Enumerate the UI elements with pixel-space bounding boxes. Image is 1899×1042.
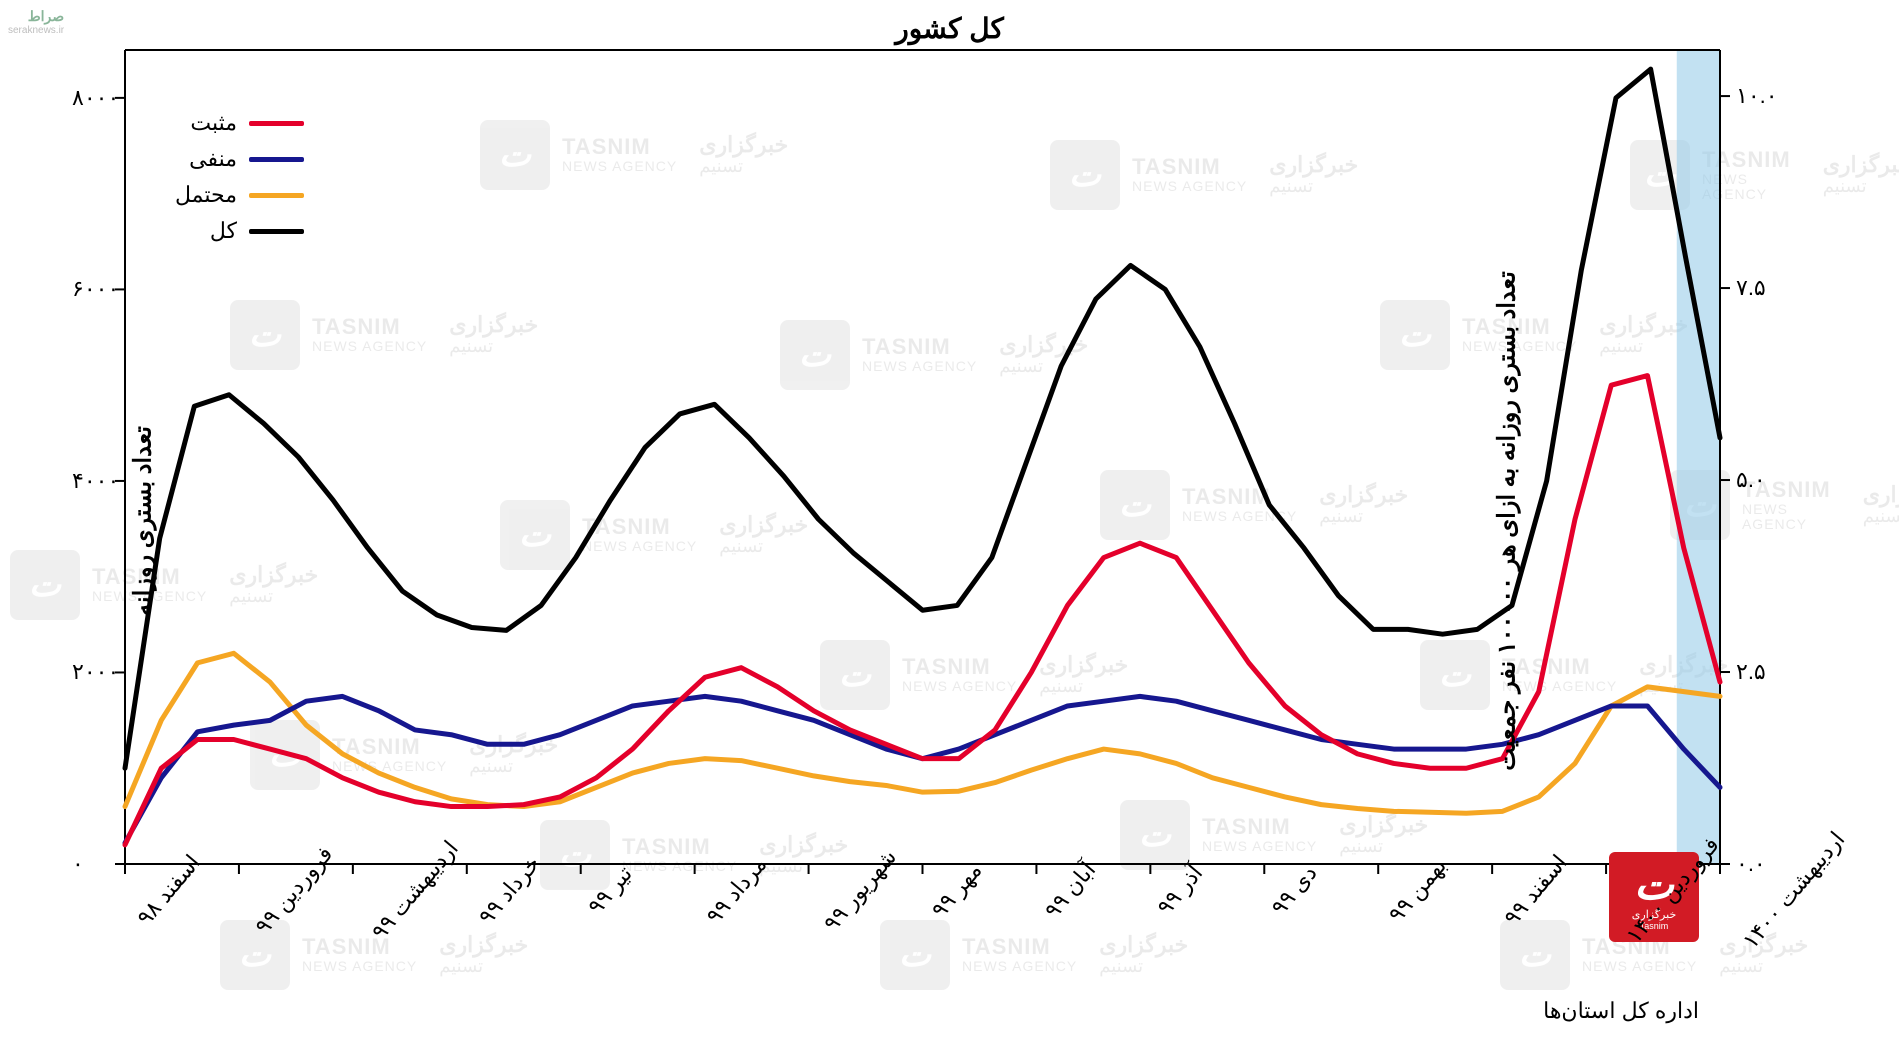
legend-item: مثبت [175, 110, 304, 136]
footer-text: اداره کل استان‌ها [1543, 998, 1699, 1024]
legend: مثبت منفی محتمل کل [175, 110, 304, 254]
legend-item: کل [175, 218, 304, 244]
legend-swatch [249, 193, 304, 198]
legend-item: محتمل [175, 182, 304, 208]
y-tick-left-label: ۸۰۰۰ [72, 85, 119, 111]
y-tick-left-label: ۰ [72, 851, 84, 877]
legend-label: منفی [189, 146, 237, 172]
series-total [125, 69, 1720, 768]
serat-logo: صراط seraknews.ir [8, 8, 64, 36]
legend-swatch [249, 157, 304, 162]
y-axis-right-label: تعداد بستری روزانه به ازای هر ۱۰۰۰۰۰ نفر… [1493, 271, 1522, 771]
serat-sub: seraknews.ir [8, 25, 64, 36]
y-axis-left-label: تعداد بستری روزانه [128, 426, 157, 616]
legend-label: محتمل [175, 182, 237, 208]
y-tick-left-label: ۴۰۰۰ [72, 468, 119, 494]
serat-text: صراط [8, 8, 64, 25]
y-tick-left-label: ۲۰۰۰ [72, 659, 119, 685]
y-tick-right-label: ۵.۰ [1736, 467, 1766, 493]
y-tick-right-label: ۰.۰ [1736, 851, 1766, 877]
y-tick-right-label: ۲.۵ [1736, 659, 1766, 685]
legend-item: منفی [175, 146, 304, 172]
legend-swatch [249, 121, 304, 126]
y-tick-right-label: ۱۰.۰ [1736, 83, 1778, 109]
y-tick-right-label: ۷.۵ [1736, 275, 1766, 301]
series-negative [125, 696, 1720, 843]
y-tick-left-label: ۶۰۰۰ [72, 276, 119, 302]
legend-label: کل [210, 218, 237, 244]
chart-container: تTASNIMNEWS AGENCYخبرگزاریتسنیمتTASNIMNE… [0, 0, 1899, 1042]
legend-swatch [249, 229, 304, 234]
series-probable [125, 653, 1720, 813]
legend-label: مثبت [190, 110, 237, 136]
